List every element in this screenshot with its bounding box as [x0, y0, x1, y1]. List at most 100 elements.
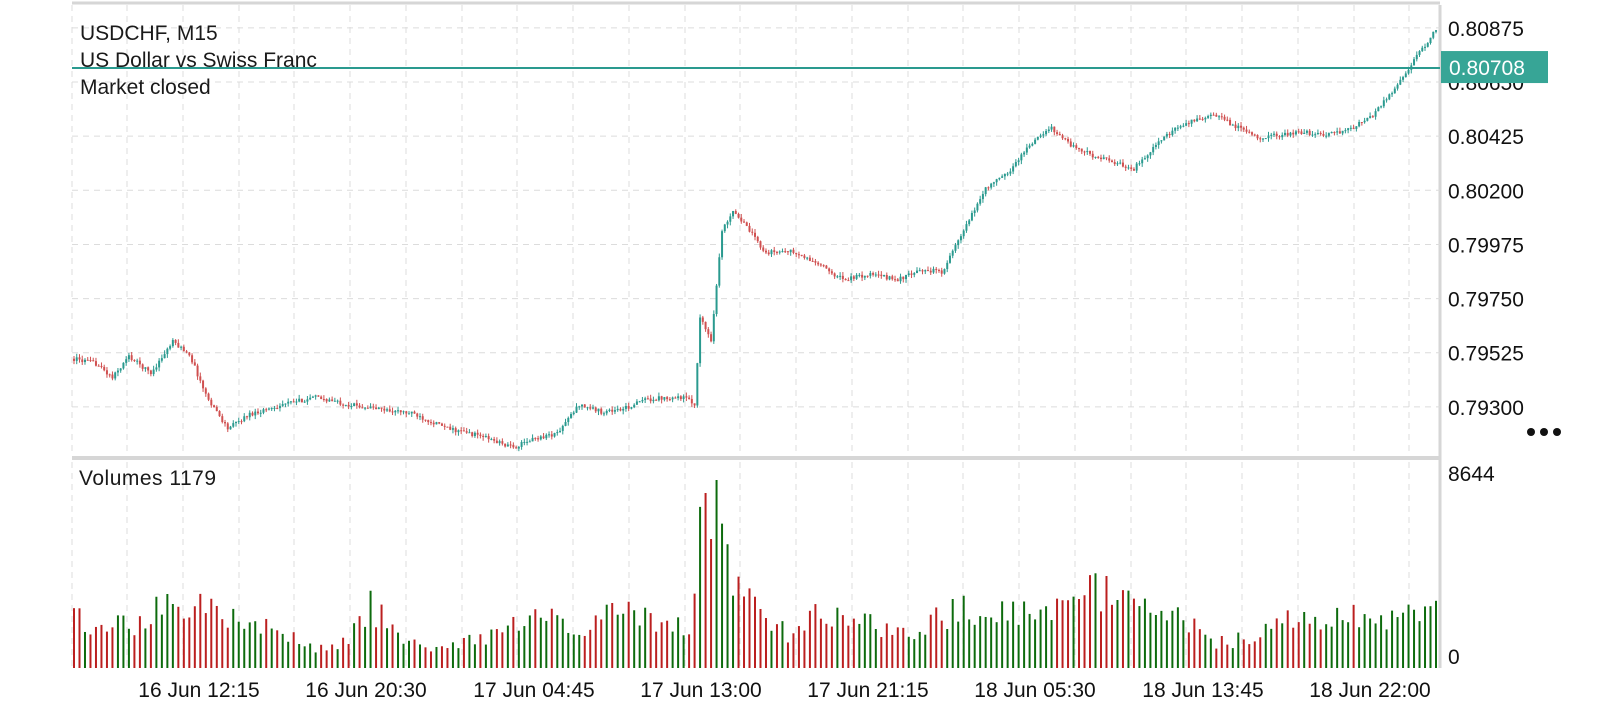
dot — [1527, 428, 1535, 436]
price-tick-label: 0.80200 — [1448, 180, 1524, 203]
candle-body — [490, 439, 493, 441]
candle-body — [718, 257, 721, 286]
candle-body — [795, 252, 798, 255]
candle-body — [641, 399, 644, 402]
candle-body — [745, 222, 748, 226]
candle-body — [399, 410, 402, 413]
candle-body — [193, 362, 196, 366]
candle-body — [515, 447, 518, 449]
candle-body — [852, 276, 855, 279]
candle-body — [397, 410, 400, 412]
candle-body — [751, 231, 754, 233]
candle-body — [160, 358, 163, 361]
candle-body — [358, 405, 361, 408]
candle-body — [1377, 107, 1380, 112]
candle-body — [627, 406, 630, 409]
candle-body — [1303, 132, 1306, 134]
price-tick-label: 0.79750 — [1448, 289, 1524, 312]
candle-body — [926, 270, 929, 272]
candle-body — [1275, 133, 1278, 137]
candle-body — [182, 346, 185, 352]
candle-body — [240, 421, 243, 423]
candle-body — [177, 342, 180, 348]
candle-body — [874, 274, 877, 276]
candle-body — [424, 419, 427, 421]
candle-body — [1264, 138, 1267, 140]
candle-body — [1226, 119, 1229, 121]
candle-body — [380, 407, 383, 409]
candle-body — [918, 270, 921, 272]
candle-body — [734, 211, 737, 214]
candle-body — [935, 268, 938, 270]
candle-body — [1157, 141, 1160, 145]
price-line-group: 0.80708 — [72, 51, 1548, 84]
candle-body — [888, 276, 891, 280]
candle-body — [800, 254, 803, 256]
candle-body — [1374, 111, 1377, 117]
candle-body — [267, 408, 270, 410]
candle-body — [1108, 158, 1111, 161]
candle-body — [207, 393, 210, 400]
candle-body — [1248, 131, 1251, 133]
candle-body — [1245, 129, 1248, 132]
candle-body — [839, 275, 842, 277]
candle-body — [163, 354, 166, 359]
candle-body — [1198, 118, 1201, 120]
candle-body — [476, 432, 479, 435]
volume-tick-label: 0 — [1448, 646, 1460, 669]
candle-body — [965, 224, 968, 231]
candle-body — [1110, 160, 1113, 163]
market-status: Market closed — [80, 76, 211, 99]
candle-body — [553, 433, 556, 437]
candle-body — [331, 399, 334, 401]
more-dots-icon[interactable] — [1520, 422, 1568, 442]
candle-body — [1053, 126, 1056, 133]
candle-body — [819, 264, 822, 266]
candle-body — [1121, 162, 1124, 167]
candle-body — [872, 273, 875, 275]
candle-body — [147, 367, 150, 371]
candle-body — [254, 411, 257, 416]
candle-body — [1130, 167, 1133, 169]
candle-body — [1305, 130, 1308, 133]
candle-body — [1193, 119, 1196, 122]
candle-body — [1281, 135, 1284, 138]
candle-body — [715, 285, 718, 315]
candle-body — [605, 410, 608, 414]
candle-body — [1220, 116, 1223, 118]
candle-body — [1075, 145, 1078, 149]
candle-body — [386, 409, 389, 411]
candle-body — [696, 363, 699, 406]
candle-body — [1270, 134, 1273, 136]
candle-body — [979, 199, 982, 204]
candle-body — [1089, 151, 1092, 154]
candle-body — [188, 352, 191, 356]
candle-body — [1124, 166, 1127, 168]
candle-body — [781, 251, 784, 253]
candle-body — [1294, 131, 1297, 135]
candle-body — [265, 409, 268, 411]
candle-body — [89, 360, 92, 362]
time-tick-label: 18 Jun 05:30 — [974, 679, 1095, 702]
candle-body — [1152, 146, 1155, 153]
candle-body — [1165, 134, 1168, 137]
candle-body — [797, 254, 800, 256]
candle-body — [1330, 132, 1333, 134]
candle-body — [913, 273, 916, 275]
candle-body — [786, 251, 789, 253]
candle-body — [1404, 73, 1407, 78]
candle-body — [1391, 93, 1394, 95]
candle-body — [427, 420, 430, 423]
candle-body — [984, 187, 987, 195]
candle-body — [457, 430, 460, 433]
time-tick-label: 17 Jun 13:00 — [640, 679, 761, 702]
candle-body — [1064, 138, 1067, 140]
candle-body — [114, 372, 117, 379]
candle-body — [833, 273, 836, 277]
candle-body — [778, 251, 781, 253]
dot — [1540, 428, 1548, 436]
candle-body — [333, 400, 336, 402]
candle-body — [1415, 54, 1418, 60]
candle-body — [589, 407, 592, 409]
